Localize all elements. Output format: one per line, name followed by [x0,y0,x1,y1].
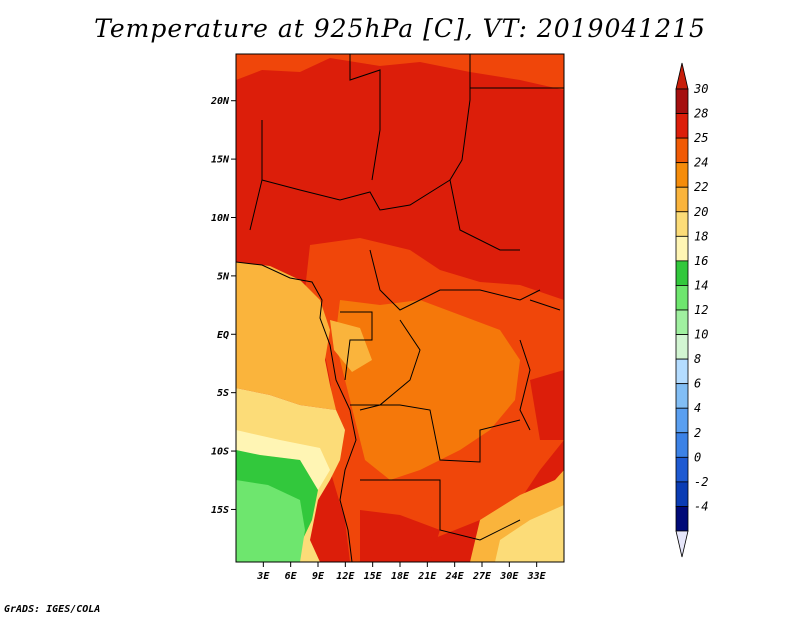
lat-tick-label: 5S [217,388,229,399]
colorbar-label: 18 [694,229,708,243]
country-borders [236,54,564,562]
field-west-amber [236,262,336,410]
field-north-orange [236,54,564,90]
lon-tick-label: 18E [391,571,410,582]
colorbar-label: -2 [694,475,708,489]
border-east-2 [529,299,561,311]
colorbar-swatch [675,260,689,286]
colorbar-label: 22 [694,180,708,194]
colorbar-swatch [675,137,689,164]
coastline-west [236,261,357,562]
lat-tick-label: 10S [211,447,229,458]
colorbar-label: 30 [693,82,708,96]
colorbar-swatch [675,432,689,458]
colorbar-swatch [675,358,689,385]
border-sahel [261,179,451,211]
border-central-2 [340,311,373,381]
colorbar-swatch [675,285,689,311]
colorbar-swatch [675,334,689,360]
colorbar-label: 14 [694,278,708,292]
colorbar-label: 12 [694,303,708,317]
colorbar-swatch [675,113,689,139]
lon-tick-label: 30E [499,571,519,582]
colorbar-swatch [675,456,689,483]
colorbar-label: 20 [694,205,708,219]
colorbar-swatch [675,235,689,262]
lat-tick-label: 15S [211,505,229,516]
colorbar-swatch [675,383,689,409]
border-north-1 [349,54,381,181]
field-southwest-red [360,510,440,562]
lat-tick-label: 10N [211,213,230,224]
colorbar-label: 25 [694,131,708,145]
colorbar-swatch [675,88,689,114]
border-central-3 [359,319,421,411]
colorbar-swatch [675,186,689,213]
colorbar-swatch [675,309,689,335]
map-title: Temperature at 925hPa [C], VT: 201904121… [94,14,706,43]
colorbar-label: -4 [694,499,708,513]
field-pale-yellow [236,430,330,490]
longitude-axis: 3E 6E 9E 12E 15E 18E 21E 24E 27E 30E 33E [256,562,547,582]
colorbar-swatch [675,162,689,188]
colorbar-swatch [675,407,689,434]
colorbar-label: 4 [694,401,701,415]
colorbar-bottom-triangle [675,530,689,558]
lon-tick-label: 12E [336,571,355,582]
field-amber-inland [330,320,372,372]
latitude-axis: 20N 15N 10N 5N EQ 5S 10S 15S [210,96,236,516]
field-central-deep-orange [335,300,520,480]
lon-tick-label: 6E [285,571,298,582]
temperature-field [236,54,564,562]
lat-tick-label: 5N [217,271,230,282]
colorbar-label: 10 [694,328,708,342]
colorbar-swatch [675,481,689,507]
border-south-1 [360,479,521,541]
lon-tick-label: 21E [417,571,437,582]
lon-tick-label: 24E [445,571,465,582]
colorbar-label: 8 [694,352,701,366]
colorbar-swatch [675,506,689,532]
lon-tick-label: 33E [527,571,547,582]
lon-tick-label: 15E [364,571,383,582]
field-east-red [530,370,564,440]
border-north-2 [449,54,520,251]
lon-tick-label: 27E [472,571,492,582]
field-light-green [236,480,305,562]
colorbar-label: 0 [694,450,701,464]
border-east-1 [519,339,531,431]
lon-tick-label: 3E [256,571,270,582]
lon-tick-label: 9E [312,571,325,582]
colorbar-label: 2 [694,426,701,440]
colorbar-label: 16 [694,254,708,268]
footer-credit: GrADS: IGES/COLA [4,604,101,615]
colorbar-swatch [675,211,689,237]
colorbar-label: 24 [694,156,708,170]
field-southeast-yellow [495,505,564,562]
colorbar-label: 28 [694,107,708,121]
lat-tick-label: 15N [211,155,230,166]
lat-tick-label: 20N [210,96,230,107]
lat-tick-label: EQ [217,330,229,341]
border-central-4 [350,404,521,463]
colorbar-top-triangle [675,62,689,90]
border-west-1 [249,120,263,231]
colorbar-label: 6 [694,377,701,391]
border-central-1 [369,249,541,311]
